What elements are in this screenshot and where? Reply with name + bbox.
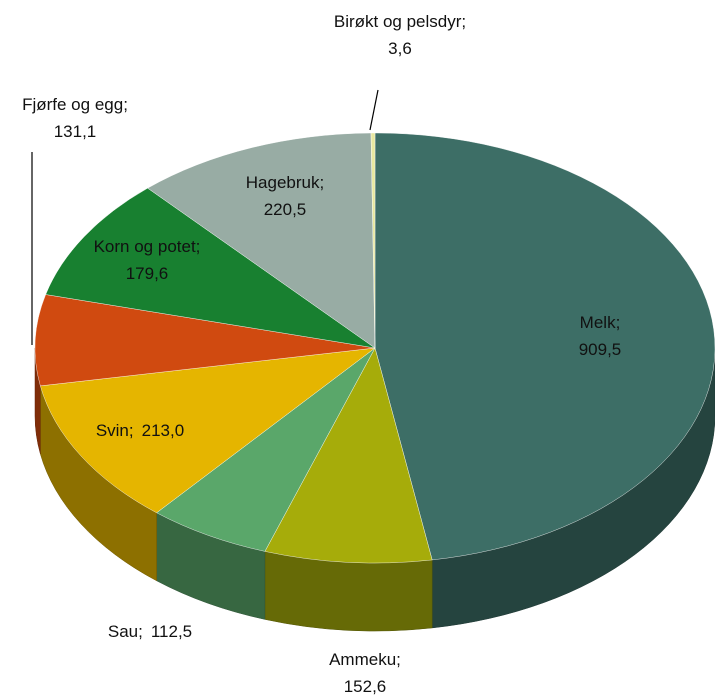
data-label: Hagebruk; 220,5 — [246, 173, 324, 219]
slice — [370, 132, 376, 349]
label-category: Birøkt og pelsdyr — [334, 12, 462, 31]
slice — [45, 187, 376, 349]
data-label: Sau; 112,5 — [108, 622, 192, 641]
data-label: Melk; 909,5 — [579, 313, 622, 359]
label-value: 131,1 — [54, 122, 97, 141]
slice — [374, 132, 715, 561]
label-category: Svin — [96, 421, 129, 440]
slice — [40, 347, 376, 514]
data-label: Svin; 213,0 — [96, 421, 184, 440]
slice — [264, 347, 433, 564]
data-label: Ammeku; 152,6 — [329, 650, 401, 696]
label-separator: ; — [616, 313, 621, 332]
label-separator: ; — [138, 622, 143, 641]
label-separator: ; — [396, 650, 401, 669]
data-label: Korn og potet; 179,6 — [94, 237, 201, 283]
label-category: Fjørfe og egg — [22, 95, 123, 114]
label-category: Ammeku — [329, 650, 396, 669]
slice — [147, 132, 376, 349]
label-separator: ; — [129, 421, 134, 440]
label-separator: ; — [319, 173, 324, 192]
label-value: 213,0 — [142, 421, 185, 440]
label-value: 3,6 — [388, 39, 412, 58]
leader-line — [369, 89, 379, 131]
label-value: 112,5 — [151, 622, 192, 641]
label-value: 220,5 — [264, 200, 307, 219]
label-category: Hagebruk — [246, 173, 320, 192]
label-value: 152,6 — [344, 677, 387, 696]
slice — [34, 294, 376, 387]
label-category: Sau — [108, 622, 138, 641]
label-value: 179,6 — [126, 264, 169, 283]
label-separator: ; — [461, 12, 466, 31]
slice — [156, 347, 376, 552]
label-category: Melk — [580, 313, 616, 332]
data-label: Birøkt og pelsdyr; 3,6 — [334, 12, 466, 58]
data-label: Fjørfe og egg; 131,1 — [22, 95, 128, 141]
label-separator: ; — [196, 237, 201, 256]
label-category: Korn og potet — [94, 237, 196, 256]
slice-side — [264, 551, 433, 632]
label-value: 909,5 — [579, 340, 622, 359]
label-separator: ; — [123, 95, 128, 114]
